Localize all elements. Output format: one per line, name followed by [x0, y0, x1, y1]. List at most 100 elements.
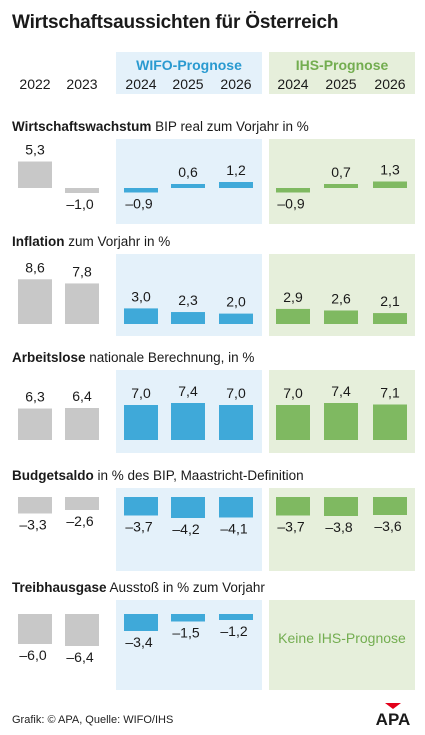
ihs-header-label: IHS-Prognose — [296, 57, 389, 73]
value-label-ihs-1-0: 2,9 — [283, 289, 303, 305]
bar-wifo-4-1 — [171, 614, 205, 622]
value-label-ihs-0-1: 0,7 — [331, 164, 351, 180]
row-title-1: Inflation zum Vorjahr in % — [12, 234, 170, 249]
bar-ihs-2-0 — [276, 405, 310, 440]
bar-historic-4-1 — [65, 614, 99, 646]
bar-wifo-0-2 — [219, 182, 253, 188]
year-label-ihs-2025: 2025 — [325, 76, 356, 92]
ihs-panel-background-4 — [269, 600, 415, 690]
value-label-wifo-3-2: –4,1 — [220, 521, 247, 537]
wifo-header-label: WIFO-Prognose — [136, 57, 242, 73]
bar-wifo-3-0 — [124, 497, 158, 516]
row-title-2: Arbeitslose nationale Berechnung, in % — [12, 350, 254, 365]
row-title-bold: Wirtschaftswachstum — [12, 119, 151, 134]
apa-logo: APA — [376, 703, 411, 727]
source-note: Grafik: © APA, Quelle: WIFO/IHS — [12, 714, 174, 726]
bar-historic-3-1 — [65, 497, 99, 510]
bar-wifo-3-2 — [219, 497, 253, 518]
row-title-0: Wirtschaftswachstum BIP real zum Vorjahr… — [12, 119, 309, 134]
no-forecast-note-line1: Keine IHS-Prognose — [278, 630, 406, 646]
value-label-historic-3-1: –2,6 — [66, 513, 93, 529]
value-label-historic-3-0: –3,3 — [19, 517, 46, 533]
bar-wifo-0-0 — [124, 188, 158, 193]
main-title: Wirtschaftsaussichten für Österreich — [12, 12, 339, 33]
bar-ihs-2-1 — [324, 403, 358, 440]
row-title-bold: Arbeitslose — [12, 350, 86, 365]
bar-wifo-4-2 — [219, 614, 253, 620]
value-label-historic-0-1: –1,0 — [66, 196, 93, 212]
bar-wifo-1-0 — [124, 308, 158, 324]
wifo-header-background — [116, 52, 262, 94]
value-label-ihs-3-1: –3,8 — [325, 519, 352, 535]
bar-historic-0-1 — [65, 188, 99, 193]
value-label-wifo-0-1: 0,6 — [178, 164, 198, 180]
bar-ihs-1-1 — [324, 310, 358, 324]
row-title-rest: zum Vorjahr in % — [65, 234, 171, 249]
value-label-ihs-2-2: 7,1 — [380, 385, 400, 401]
value-label-wifo-3-0: –3,7 — [125, 519, 152, 535]
bar-ihs-0-1 — [324, 184, 358, 188]
bar-wifo-2-2 — [219, 405, 253, 440]
value-label-ihs-3-2: –3,6 — [374, 518, 401, 534]
value-label-wifo-2-2: 7,0 — [226, 385, 246, 401]
value-label-wifo-2-0: 7,0 — [131, 385, 151, 401]
bar-wifo-3-1 — [171, 497, 205, 518]
bar-historic-1-0 — [18, 279, 52, 324]
bar-ihs-0-2 — [373, 181, 407, 188]
bar-ihs-2-2 — [373, 404, 407, 440]
value-label-wifo-1-0: 3,0 — [131, 288, 151, 304]
bar-ihs-1-0 — [276, 308, 310, 324]
bar-ihs-3-2 — [373, 497, 407, 515]
value-label-ihs-3-0: –3,7 — [277, 519, 304, 535]
value-label-ihs-2-1: 7,4 — [331, 383, 351, 399]
wifo-panel-background-0 — [116, 139, 262, 224]
bar-wifo-2-1 — [171, 403, 205, 440]
value-label-ihs-0-0: –0,9 — [277, 196, 304, 212]
row-title-bold: Budgetsaldo — [12, 468, 94, 483]
row-title-rest: Ausstoß in % zum Vorjahr — [107, 580, 266, 595]
bar-historic-4-0 — [18, 614, 52, 644]
svg-text:APA: APA — [376, 710, 411, 727]
bar-ihs-3-0 — [276, 497, 310, 516]
bar-historic-1-1 — [65, 283, 99, 324]
year-label-ihs-2024: 2024 — [277, 76, 308, 92]
year-label-historic-2023: 2023 — [66, 76, 97, 92]
bar-ihs-0-0 — [276, 188, 310, 193]
value-label-historic-1-0: 8,6 — [25, 259, 45, 275]
year-label-wifo-2025: 2025 — [172, 76, 203, 92]
row-title-rest: nationale Berechnung, in % — [86, 350, 255, 365]
value-label-wifo-0-0: –0,9 — [125, 196, 152, 212]
ihs-header-background — [269, 52, 415, 94]
value-label-historic-2-0: 6,3 — [25, 389, 45, 405]
value-label-wifo-1-2: 2,0 — [226, 294, 246, 310]
bar-historic-2-1 — [65, 408, 99, 440]
year-label-wifo-2026: 2026 — [220, 76, 251, 92]
bar-historic-2-0 — [18, 408, 52, 440]
row-title-4: Treibhausgase Ausstoß in % zum Vorjahr — [12, 580, 265, 595]
row-title-rest: BIP real zum Vorjahr in % — [151, 119, 308, 134]
value-label-wifo-1-1: 2,3 — [178, 292, 198, 308]
value-label-ihs-1-2: 2,1 — [380, 293, 400, 309]
bar-wifo-4-0 — [124, 614, 158, 631]
value-label-wifo-4-1: –1,5 — [172, 625, 199, 641]
value-label-wifo-4-2: –1,2 — [220, 623, 247, 639]
value-label-historic-4-0: –6,0 — [19, 647, 46, 663]
value-label-historic-2-1: 6,4 — [72, 388, 92, 404]
value-label-wifo-4-0: –3,4 — [125, 634, 152, 650]
bar-historic-0-0 — [18, 161, 52, 188]
value-label-wifo-3-1: –4,2 — [172, 521, 199, 537]
value-label-wifo-0-2: 1,2 — [226, 162, 246, 178]
value-label-historic-1-1: 7,8 — [72, 263, 92, 279]
bar-wifo-1-2 — [219, 313, 253, 324]
bar-wifo-2-0 — [124, 405, 158, 440]
bar-wifo-1-1 — [171, 312, 205, 324]
bar-ihs-3-1 — [324, 497, 358, 516]
row-title-bold: Inflation — [12, 234, 65, 249]
row-title-rest: in % des BIP, Maastricht-Definition — [94, 468, 304, 483]
year-label-wifo-2024: 2024 — [125, 76, 156, 92]
year-label-ihs-2026: 2026 — [374, 76, 405, 92]
row-title-bold: Treibhausgase — [12, 580, 107, 595]
year-label-historic-2022: 2022 — [19, 76, 50, 92]
